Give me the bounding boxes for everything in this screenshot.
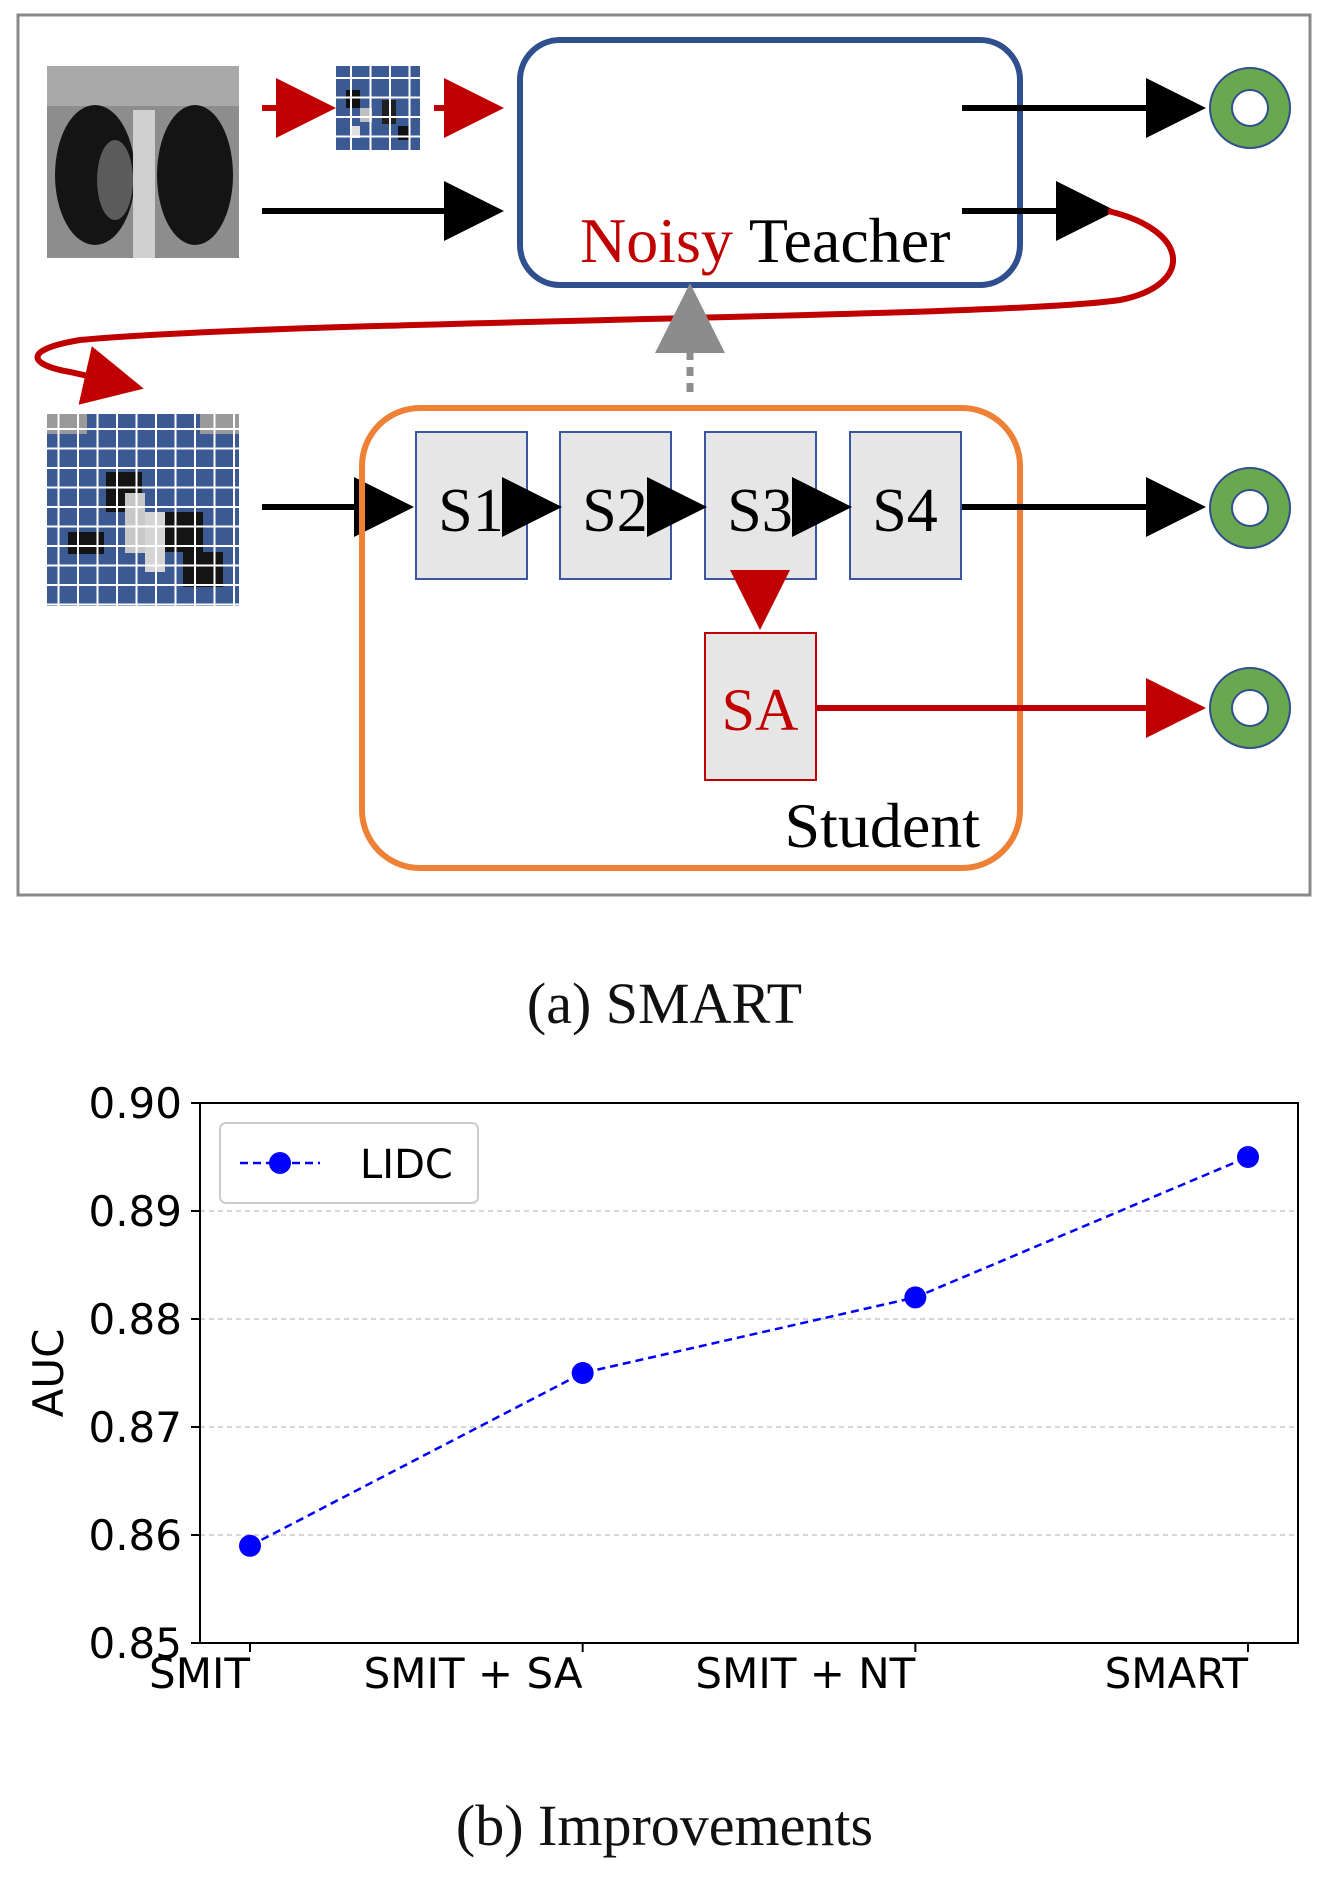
stage-s4: S4 — [849, 431, 962, 580]
caption-a: (a) SMART — [526, 971, 803, 1036]
data-point — [904, 1286, 927, 1309]
ct-scan-image — [47, 66, 239, 258]
x-tick-label: SMIT + SA — [364, 1649, 583, 1698]
x-tick-label: SMART — [1105, 1649, 1249, 1698]
y-axis-label: AUC — [24, 1329, 73, 1418]
svg-text:SA: SA — [722, 677, 799, 743]
x-tick-label: SMIT — [149, 1649, 250, 1698]
noisy-teacher-box — [517, 37, 1023, 288]
smart-diagram: Noisy Teacher Student — [16, 13, 1312, 897]
y-tick-label: 0.88 — [88, 1295, 182, 1344]
sa-box: SA — [704, 632, 817, 781]
y-tick-label: 0.89 — [88, 1187, 182, 1236]
y-tick-label: 0.90 — [88, 1079, 182, 1128]
y-tick-label: 0.86 — [88, 1511, 182, 1560]
y-tick-label: 0.85 — [88, 1619, 182, 1668]
x-tick-label: SMIT + NT — [695, 1649, 915, 1698]
teacher-label: Noisy Teacher — [580, 205, 950, 276]
stage-s3: S3 — [704, 431, 817, 580]
stage-s2: S2 — [559, 431, 672, 580]
output-ring-icon — [1209, 67, 1291, 149]
series-line-lidc — [249, 1155, 1249, 1547]
student-box — [359, 405, 1023, 871]
masked-ct-image-small — [336, 66, 420, 150]
data-point — [239, 1534, 261, 1557]
stage-s1: S1 — [415, 431, 528, 580]
legend-marker — [269, 1152, 291, 1174]
svg-text:S3: S3 — [727, 477, 792, 545]
caption-b: (b) Improvements — [455, 1793, 874, 1858]
svg-text:S2: S2 — [582, 477, 647, 545]
masked-ct-image-large — [47, 414, 239, 606]
y-tick-label: 0.87 — [88, 1403, 182, 1452]
student-label: Student — [784, 790, 980, 861]
legend-label: LIDC — [360, 1142, 453, 1188]
legend-box — [219, 1122, 479, 1204]
data-point — [571, 1362, 594, 1384]
output-ring-icon — [1209, 467, 1291, 549]
data-point — [1237, 1146, 1259, 1168]
svg-text:S1: S1 — [438, 477, 503, 545]
output-ring-icon — [1209, 667, 1291, 749]
svg-text:S4: S4 — [872, 477, 937, 545]
plot-frame — [199, 1102, 1299, 1644]
